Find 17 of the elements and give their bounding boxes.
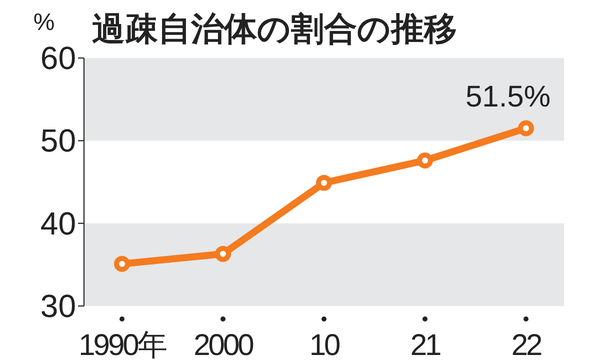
point <box>114 256 130 272</box>
x-tick-label: 10 <box>309 329 340 362</box>
chart-title: 過疎自治体の割合の推移 <box>92 10 457 47</box>
y-tick-label: 30 <box>40 288 76 324</box>
x-tick-label: 1990年 <box>78 329 166 362</box>
point <box>518 120 534 136</box>
y-tick-label: 60 <box>40 40 76 76</box>
x-tick-label: 21 <box>410 329 441 362</box>
point <box>215 246 231 262</box>
y-tick-label: 40 <box>40 205 76 242</box>
y-axis-title: % <box>33 9 55 36</box>
point <box>316 174 332 191</box>
x-tick-label: 2000 <box>194 329 254 362</box>
y-tick-label: 50 <box>40 122 76 159</box>
x-tick-label: 22 <box>511 329 542 362</box>
data-label: 51.5% <box>465 80 551 114</box>
point <box>417 152 433 169</box>
